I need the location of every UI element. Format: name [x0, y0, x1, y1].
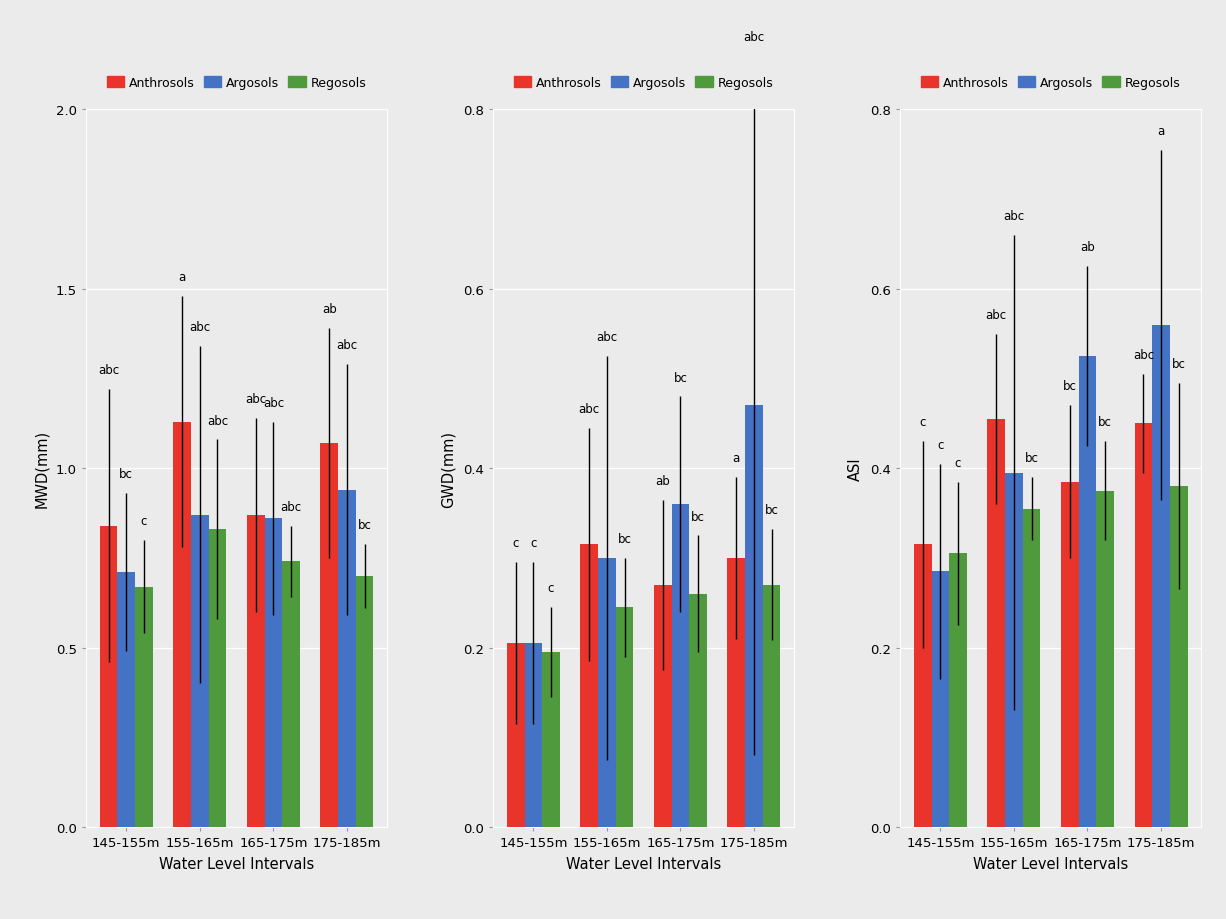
- Text: bc: bc: [119, 468, 134, 481]
- Text: ab: ab: [656, 474, 671, 487]
- Y-axis label: ASI: ASI: [848, 457, 863, 481]
- Text: bc: bc: [1063, 380, 1076, 393]
- Text: abc: abc: [336, 339, 358, 352]
- X-axis label: Water Level Intervals: Water Level Intervals: [159, 856, 314, 871]
- Bar: [745, 406, 763, 827]
- Bar: [191, 516, 208, 827]
- Bar: [689, 595, 707, 827]
- Text: ab: ab: [322, 303, 337, 316]
- Bar: [1022, 509, 1041, 827]
- Text: bc: bc: [691, 510, 705, 523]
- Bar: [320, 444, 338, 827]
- Text: c: c: [512, 537, 519, 550]
- Bar: [99, 526, 118, 827]
- Bar: [987, 419, 1005, 827]
- Text: abc: abc: [281, 500, 302, 513]
- Bar: [1170, 487, 1188, 827]
- Text: abc: abc: [1003, 210, 1025, 222]
- Text: abc: abc: [986, 309, 1007, 322]
- Bar: [932, 572, 949, 827]
- Text: a: a: [179, 271, 186, 284]
- Text: c: c: [530, 537, 537, 550]
- Text: bc: bc: [1098, 416, 1112, 429]
- Bar: [506, 643, 525, 827]
- Text: c: c: [937, 438, 944, 451]
- Bar: [1079, 357, 1096, 827]
- Bar: [338, 490, 356, 827]
- Text: bc: bc: [1172, 357, 1186, 370]
- Bar: [173, 422, 191, 827]
- Bar: [282, 562, 300, 827]
- Text: c: c: [548, 582, 554, 595]
- Bar: [246, 516, 265, 827]
- Text: abc: abc: [245, 392, 266, 405]
- Text: ab: ab: [1080, 241, 1095, 255]
- Bar: [542, 652, 560, 827]
- Bar: [615, 607, 634, 827]
- X-axis label: Water Level Intervals: Water Level Intervals: [973, 856, 1128, 871]
- Text: abc: abc: [207, 414, 228, 427]
- X-axis label: Water Level Intervals: Water Level Intervals: [566, 856, 721, 871]
- Bar: [580, 545, 598, 827]
- Text: abc: abc: [743, 30, 765, 43]
- Bar: [1152, 325, 1170, 827]
- Text: bc: bc: [673, 371, 688, 384]
- Legend: Anthrosols, Argosols, Regosols: Anthrosols, Argosols, Regosols: [514, 76, 774, 90]
- Bar: [913, 545, 932, 827]
- Bar: [727, 559, 745, 827]
- Y-axis label: GWD(mm): GWD(mm): [441, 430, 456, 507]
- Text: abc: abc: [579, 403, 600, 415]
- Text: abc: abc: [1133, 348, 1154, 362]
- Legend: Anthrosols, Argosols, Regosols: Anthrosols, Argosols, Regosols: [107, 76, 367, 90]
- Bar: [763, 585, 781, 827]
- Text: bc: bc: [1025, 452, 1038, 465]
- Text: abc: abc: [596, 331, 618, 344]
- Text: a: a: [733, 452, 741, 465]
- Y-axis label: MWD(mm): MWD(mm): [34, 430, 49, 507]
- Text: abc: abc: [189, 321, 211, 334]
- Bar: [598, 559, 615, 827]
- Bar: [1005, 473, 1022, 827]
- Text: bc: bc: [765, 504, 779, 516]
- Bar: [672, 505, 689, 827]
- Legend: Anthrosols, Argosols, Regosols: Anthrosols, Argosols, Regosols: [921, 76, 1181, 90]
- Bar: [653, 585, 672, 827]
- Bar: [118, 573, 135, 827]
- Bar: [135, 587, 153, 827]
- Bar: [1096, 491, 1114, 827]
- Text: c: c: [920, 416, 926, 429]
- Bar: [265, 519, 282, 827]
- Text: abc: abc: [262, 396, 284, 409]
- Text: c: c: [955, 456, 961, 470]
- Bar: [525, 643, 542, 827]
- Bar: [1134, 424, 1152, 827]
- Text: abc: abc: [98, 364, 119, 377]
- Bar: [208, 529, 227, 827]
- Bar: [1060, 482, 1079, 827]
- Bar: [949, 554, 967, 827]
- Text: bc: bc: [618, 532, 631, 545]
- Text: a: a: [1157, 125, 1165, 138]
- Bar: [356, 576, 374, 827]
- Text: bc: bc: [358, 518, 371, 531]
- Text: c: c: [141, 515, 147, 528]
